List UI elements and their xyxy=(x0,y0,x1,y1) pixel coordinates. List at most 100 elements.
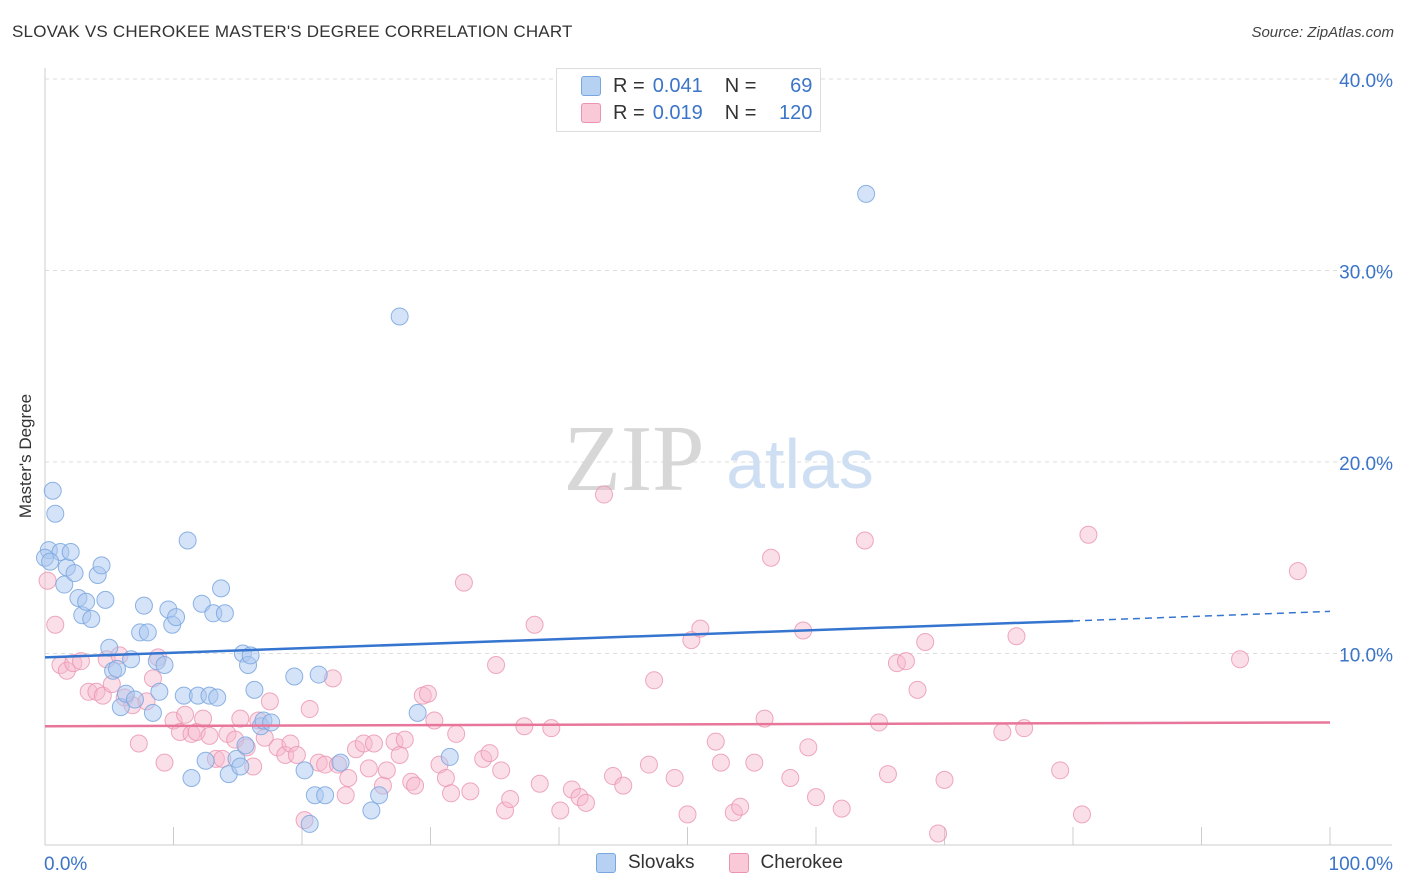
slovaks-point xyxy=(295,761,314,780)
n-label: N = xyxy=(724,74,757,97)
cherokee-point xyxy=(496,801,515,820)
cherokee-point xyxy=(1051,761,1070,780)
cherokee-point xyxy=(364,734,383,753)
cherokee-point xyxy=(935,770,954,789)
watermark: ZIP atlas xyxy=(564,407,874,511)
slovaks-point xyxy=(134,596,153,615)
slovaks-point xyxy=(408,703,427,722)
x-tick-label: 100.0% xyxy=(1329,854,1394,875)
cherokee-point xyxy=(194,709,213,728)
cherokee-point xyxy=(501,790,520,809)
cherokee-point xyxy=(38,571,57,590)
cherokee-point xyxy=(762,548,781,567)
cherokee-point xyxy=(525,615,544,634)
cherokee-point xyxy=(869,713,888,732)
slovaks-swatch xyxy=(581,76,601,96)
r-label: R = xyxy=(613,74,645,97)
cherokee-point xyxy=(1072,805,1091,824)
cherokee-point xyxy=(492,761,511,780)
cherokee-point xyxy=(487,655,506,674)
slovaks-point xyxy=(125,690,144,709)
n-value: 69 xyxy=(790,74,813,97)
cherokee-point xyxy=(929,824,948,843)
slovaks-trendline xyxy=(44,619,1074,659)
cherokee-point xyxy=(542,719,561,738)
watermark-atlas: atlas xyxy=(726,425,874,503)
cherokee-point xyxy=(755,709,774,728)
cherokee-point xyxy=(887,654,906,673)
slovaks-point xyxy=(41,552,60,571)
tick-label-layer: 10.0% 20.0% 30.0% 40.0% 0.0% 100.0% xyxy=(44,71,1393,875)
slovaks-legend-label: Slovaks xyxy=(628,852,695,873)
stats-legend: R = 0.041 N = 69 R = 0.019 N = 120 xyxy=(556,68,821,132)
grid-layer xyxy=(45,78,1392,654)
slovaks-point xyxy=(77,592,96,611)
cherokee-point xyxy=(46,615,65,634)
cherokee-point xyxy=(418,684,437,703)
slovaks-point xyxy=(196,751,215,770)
cherokee-point xyxy=(645,671,664,690)
cherokee-point xyxy=(665,768,684,787)
cherokee-point xyxy=(745,753,764,772)
cherokee-point xyxy=(281,734,300,753)
slovaks-point xyxy=(331,753,350,772)
cherokee-point xyxy=(406,776,425,795)
slovaks-point xyxy=(43,481,62,500)
cherokee-point xyxy=(480,744,499,763)
slovaks-point xyxy=(440,747,459,766)
points-layer xyxy=(36,184,1307,843)
cherokee-point xyxy=(855,531,874,550)
n-label: N = xyxy=(724,101,757,124)
cherokee-point xyxy=(908,680,927,699)
cherokee-point xyxy=(300,700,319,719)
slovaks-point xyxy=(245,680,264,699)
cherokee-point xyxy=(79,682,98,701)
slovaks-point xyxy=(215,604,234,623)
cherokee-point xyxy=(390,745,409,764)
slovaks-point xyxy=(370,786,389,805)
cherokee-point xyxy=(594,485,613,504)
axis-layer xyxy=(44,68,1392,846)
n-value: 120 xyxy=(779,101,813,124)
stats-row-cherokee: R = 0.019 N = 120 xyxy=(581,100,812,126)
r-label: R = xyxy=(613,101,645,124)
slovaks-point xyxy=(285,667,304,686)
watermark-zip: ZIP xyxy=(564,407,705,511)
cherokee-point xyxy=(731,797,750,816)
cherokee-point xyxy=(1007,627,1026,646)
cherokee-legend-swatch xyxy=(728,853,749,873)
cherokee-point xyxy=(57,661,76,680)
chart-title: SLOVAK VS CHEROKEE MASTER'S DEGREE CORRE… xyxy=(12,22,573,41)
slovaks-point xyxy=(46,504,65,523)
cherokee-point xyxy=(260,692,279,711)
slovaks-point xyxy=(208,688,227,707)
cherokee-point xyxy=(878,765,897,784)
cherokee-swatch xyxy=(581,103,601,123)
cherokee-point xyxy=(1231,650,1250,669)
cherokee-point xyxy=(993,723,1012,742)
slovaks-point xyxy=(309,665,328,684)
slovaks-point xyxy=(231,757,250,776)
cherokee-point xyxy=(711,753,730,772)
cherokee-point xyxy=(781,768,800,787)
cherokee-point xyxy=(336,786,355,805)
slovaks-point xyxy=(138,623,157,642)
cherokee-point xyxy=(678,805,697,824)
slovaks-point xyxy=(155,655,174,674)
slovaks-point xyxy=(150,682,169,701)
cherokee-point xyxy=(576,793,595,812)
cherokee-point xyxy=(1079,525,1098,544)
cherokee-point xyxy=(425,711,444,730)
cherokee-point xyxy=(354,734,373,753)
slovaks-point xyxy=(167,608,186,627)
y-tick-label: 40.0% xyxy=(1339,71,1393,92)
cherokee-point xyxy=(832,799,851,818)
slovaks-trendline-extension xyxy=(1072,610,1331,622)
cherokee-point xyxy=(129,734,148,753)
slovaks-point xyxy=(182,768,201,787)
cherokee-point xyxy=(562,780,581,799)
cherokee-point xyxy=(287,745,306,764)
slovaks-point xyxy=(212,579,231,598)
slovaks-point xyxy=(362,801,381,820)
